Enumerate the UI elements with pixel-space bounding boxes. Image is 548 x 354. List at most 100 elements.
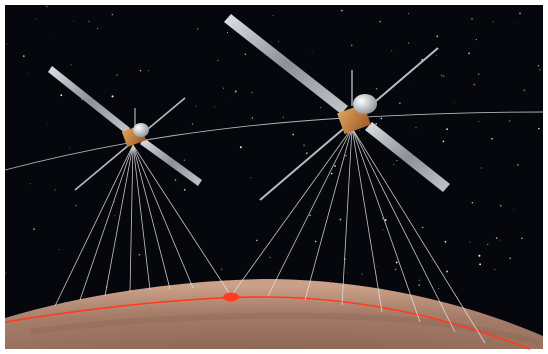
- star: [222, 87, 224, 89]
- star: [382, 229, 384, 231]
- satellite-1-solar-panel-left: [48, 66, 130, 134]
- star: [75, 204, 78, 207]
- star: [418, 279, 421, 281]
- star: [197, 28, 199, 30]
- star: [214, 106, 216, 108]
- star: [251, 92, 253, 94]
- star: [88, 20, 90, 23]
- planet-band: [29, 312, 541, 346]
- star: [191, 123, 194, 125]
- star: [330, 172, 333, 175]
- star: [282, 116, 285, 118]
- star: [217, 59, 219, 62]
- star: [6, 43, 8, 45]
- star: [395, 261, 398, 264]
- star: [111, 13, 113, 16]
- star: [442, 140, 445, 143]
- star: [408, 42, 410, 44]
- star: [306, 152, 308, 154]
- star: [250, 177, 252, 179]
- star: [303, 144, 306, 147]
- star: [148, 70, 150, 72]
- star: [72, 20, 74, 22]
- star: [96, 28, 98, 30]
- satellite-2: [224, 14, 450, 201]
- star: [138, 253, 141, 256]
- star: [375, 123, 378, 125]
- star: [278, 40, 280, 42]
- star: [415, 127, 417, 129]
- satellite-2-solar-panel-left: [224, 14, 348, 114]
- star: [435, 55, 437, 56]
- star: [359, 130, 360, 131]
- star: [60, 94, 63, 97]
- ground-track: [4, 296, 531, 350]
- star: [444, 240, 447, 243]
- star: [345, 155, 347, 157]
- star: [311, 52, 313, 54]
- satellite-1-solar-panel-right: [140, 138, 202, 186]
- star: [116, 74, 118, 76]
- star: [494, 268, 496, 270]
- star: [454, 101, 456, 103]
- orbit-path: [4, 111, 544, 171]
- star: [440, 74, 443, 77]
- star: [340, 9, 343, 12]
- satellite-2-solar-panel-right: [365, 122, 450, 192]
- star: [517, 164, 519, 166]
- star: [438, 288, 440, 290]
- star: [292, 133, 295, 136]
- star: [234, 90, 237, 93]
- star: [407, 12, 410, 15]
- star: [495, 237, 498, 239]
- star: [468, 52, 470, 55]
- star: [309, 214, 311, 217]
- star: [244, 53, 247, 55]
- star: [500, 239, 501, 241]
- star: [195, 105, 197, 107]
- star: [33, 228, 35, 230]
- planet-surface: [5, 279, 543, 349]
- star: [443, 75, 445, 77]
- star: [381, 218, 384, 220]
- star: [111, 95, 114, 98]
- star: [492, 21, 494, 23]
- star: [239, 146, 242, 149]
- star: [446, 270, 449, 273]
- star: [174, 179, 177, 181]
- star: [47, 123, 49, 125]
- star: [478, 121, 480, 122]
- star: [521, 237, 523, 240]
- star: [380, 117, 383, 120]
- star: [478, 73, 480, 75]
- star: [523, 89, 526, 92]
- star: [35, 18, 36, 20]
- star: [114, 215, 116, 217]
- star: [384, 219, 387, 221]
- star: [81, 99, 83, 101]
- star: [446, 128, 449, 131]
- star: [393, 164, 395, 165]
- star: [227, 32, 229, 33]
- star: [218, 126, 220, 128]
- star: [480, 167, 482, 169]
- star: [361, 273, 363, 275]
- star: [347, 273, 348, 274]
- star: [413, 85, 415, 87]
- star: [54, 189, 56, 191]
- star: [431, 260, 433, 261]
- star: [375, 88, 378, 90]
- star: [139, 69, 142, 72]
- star: [539, 69, 541, 71]
- star: [334, 165, 337, 167]
- star: [183, 159, 186, 161]
- star: [270, 41, 272, 42]
- star: [436, 35, 439, 38]
- star: [113, 201, 115, 203]
- ground-target-marker: [223, 292, 239, 302]
- star: [491, 137, 493, 140]
- star: [269, 256, 271, 259]
- star: [58, 249, 60, 251]
- star: [475, 39, 477, 41]
